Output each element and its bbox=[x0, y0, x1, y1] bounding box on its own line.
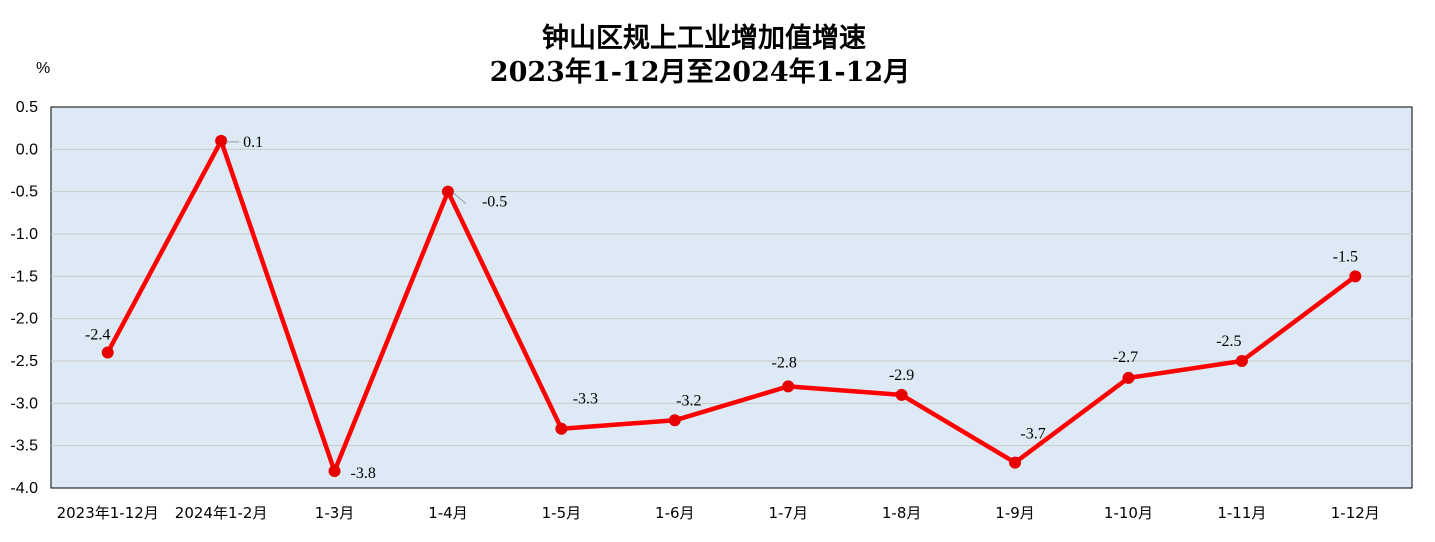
data-label: -1.5 bbox=[1333, 248, 1358, 265]
data-label: -0.5 bbox=[482, 194, 507, 211]
x-category-label: 1-4月 bbox=[428, 504, 468, 522]
x-category-label: 1-5月 bbox=[542, 504, 582, 522]
chart-subtitle: 2023年1-12月至2024年1-12月 bbox=[490, 56, 910, 88]
data-point bbox=[1349, 270, 1362, 283]
y-tick-label: 0.5 bbox=[16, 99, 38, 116]
x-category-label: 1-9月 bbox=[995, 504, 1035, 522]
y-tick-label: -1.5 bbox=[10, 268, 38, 285]
y-tick-label: -3.5 bbox=[10, 438, 38, 455]
grid-lines bbox=[51, 148, 1412, 447]
data-labels: -2.4 0.1 -3.8 -0.5 -3.3 -3.2 -2.8 -2.9 -3.7 -2.7 -… bbox=[85, 134, 1358, 482]
series-line bbox=[105, 138, 1357, 474]
data-label: -3.2 bbox=[676, 392, 701, 409]
data-point bbox=[441, 185, 454, 198]
x-category-label: 1-10月 bbox=[1104, 504, 1153, 522]
data-label: -3.8 bbox=[351, 465, 376, 482]
data-point bbox=[895, 388, 908, 401]
x-category-label: 1-3月 bbox=[315, 504, 355, 522]
data-point bbox=[328, 465, 341, 478]
data-label: -3.7 bbox=[1020, 426, 1045, 443]
x-category-label: 2023年1-12月 bbox=[57, 504, 159, 522]
data-point bbox=[668, 414, 681, 427]
data-label: -2.5 bbox=[1216, 333, 1241, 350]
data-point bbox=[782, 380, 795, 393]
data-point bbox=[215, 134, 228, 147]
y-tick-label: 0.0 bbox=[16, 141, 38, 158]
series-line-layer bbox=[105, 138, 1357, 474]
x-category-label: 1-6月 bbox=[655, 504, 695, 522]
data-label: -2.8 bbox=[772, 354, 797, 371]
data-label: 0.1 bbox=[243, 134, 263, 151]
y-tick-label: -0.5 bbox=[10, 184, 38, 201]
x-category-label: 1-8月 bbox=[882, 504, 922, 522]
y-tick-label: -2.0 bbox=[10, 311, 38, 328]
y-tick-labels: 0.5 0.0 -0.5 -1.0 -1.5 -2.0 -2.5 -3.0 -3.5 -4.0 bbox=[10, 99, 38, 497]
data-label: -2.9 bbox=[889, 367, 914, 384]
x-category-label: 2024年1-2月 bbox=[175, 504, 268, 522]
data-point bbox=[1122, 371, 1135, 384]
y-tick-label: -1.0 bbox=[10, 226, 38, 243]
data-label: -2.4 bbox=[85, 327, 110, 344]
y-tick-label: -3.0 bbox=[10, 395, 38, 412]
plot-area bbox=[50, 106, 1413, 489]
y-tick-label: -4.0 bbox=[10, 480, 38, 497]
data-point bbox=[1235, 355, 1248, 367]
x-category-label: 1-12月 bbox=[1331, 504, 1380, 522]
y-axis-unit: % bbox=[36, 60, 50, 77]
y-tick-label: -2.5 bbox=[10, 353, 38, 370]
x-category-labels: 2023年1-12月 2024年1-2月 1-3月 1-4月 1-5月 1-6月 1-7月 1… bbox=[57, 504, 1380, 522]
chart-title: 钟山区规上工业增加值增速 bbox=[542, 22, 866, 54]
x-category-label: 1-11月 bbox=[1217, 504, 1266, 522]
data-label: -2.7 bbox=[1113, 349, 1138, 366]
data-point bbox=[1009, 456, 1022, 469]
data-point bbox=[101, 346, 114, 359]
x-category-label: 1-7月 bbox=[768, 504, 808, 522]
data-label: -3.3 bbox=[573, 391, 598, 408]
leader-line bbox=[452, 192, 467, 205]
series-markers bbox=[101, 134, 1362, 478]
data-point bbox=[555, 422, 568, 435]
